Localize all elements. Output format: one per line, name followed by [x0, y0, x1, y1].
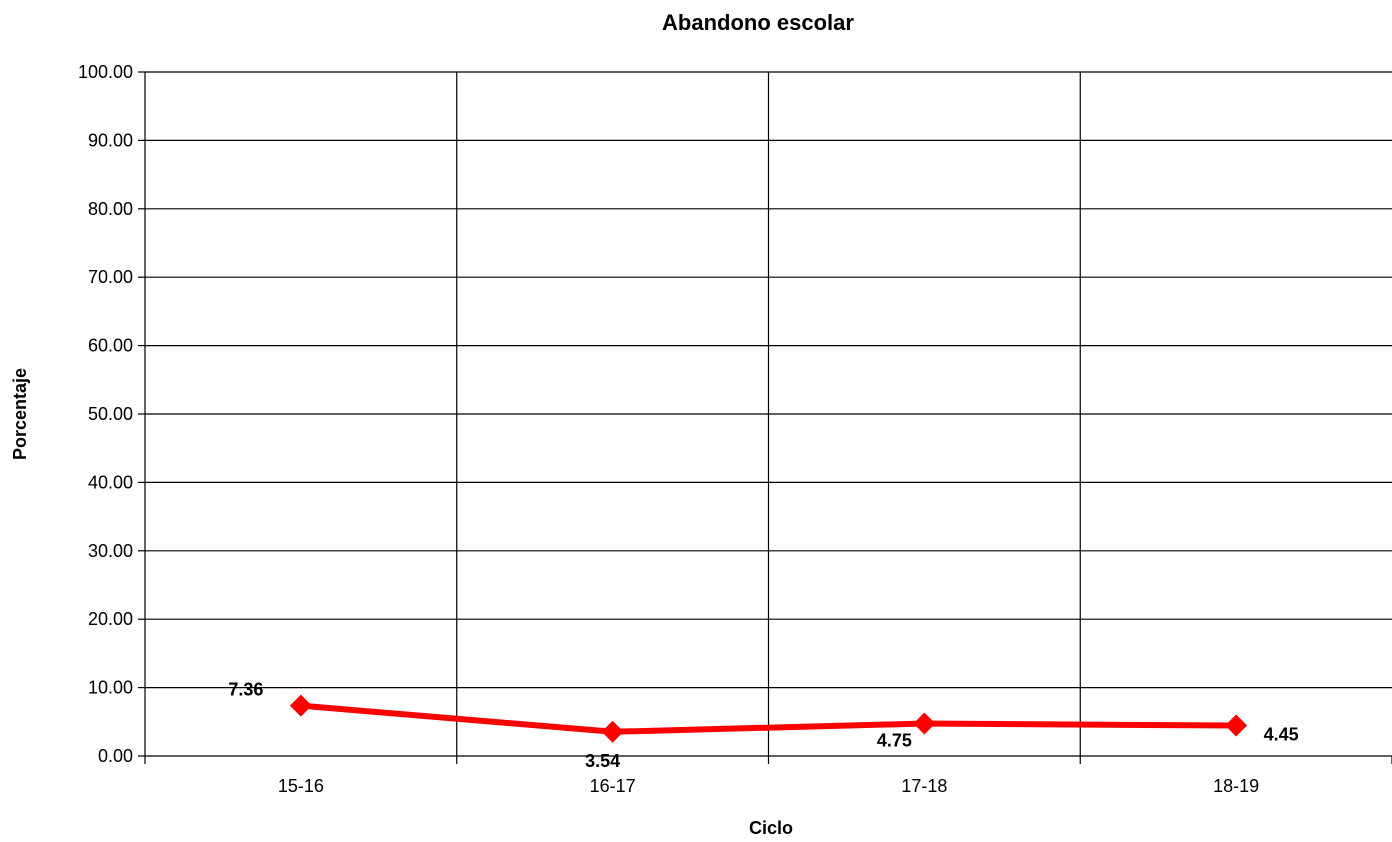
- data-point: [601, 720, 624, 743]
- x-tick-label: 18-19: [1213, 776, 1259, 796]
- x-axis-title: Ciclo: [749, 818, 793, 838]
- chart-title: Abandono escolar: [662, 10, 854, 35]
- x-tick-label: 16-17: [590, 776, 636, 796]
- y-tick-label: 0.00: [98, 746, 133, 766]
- y-tick-label: 30.00: [88, 541, 133, 561]
- y-tick-label: 70.00: [88, 267, 133, 287]
- gridlines: [145, 71, 1392, 756]
- y-tick-label: 100.00: [78, 62, 133, 82]
- data-point: [289, 694, 312, 717]
- tick-labels: 0.00 10.00 20.00 30.00 40.00 50.00 60.00 70.00 8…: [78, 62, 1259, 796]
- y-tick-label: 90.00: [88, 130, 133, 150]
- data-label: 7.36: [228, 680, 263, 700]
- x-tick-label: 15-16: [278, 776, 324, 796]
- y-tick-label: 50.00: [88, 404, 133, 424]
- data-point: [1225, 714, 1248, 737]
- axes: [138, 71, 1392, 764]
- y-tick-label: 10.00: [88, 678, 133, 698]
- data-label: 4.75: [877, 731, 912, 751]
- y-axis-title: Porcentaje: [10, 368, 30, 460]
- y-tick-label: 40.00: [88, 472, 133, 492]
- series-line: [300, 702, 1237, 735]
- series: [289, 694, 1248, 743]
- y-tick-label: 80.00: [88, 199, 133, 219]
- data-label: 3.54: [585, 751, 620, 771]
- y-tick-label: 60.00: [88, 336, 133, 356]
- data-labels: 7.36 3.54 4.75 4.45: [228, 680, 1298, 771]
- data-point: [913, 712, 936, 735]
- y-tick-label: 20.00: [88, 609, 133, 629]
- x-tick-label: 17-18: [901, 776, 947, 796]
- data-label: 4.45: [1264, 725, 1299, 745]
